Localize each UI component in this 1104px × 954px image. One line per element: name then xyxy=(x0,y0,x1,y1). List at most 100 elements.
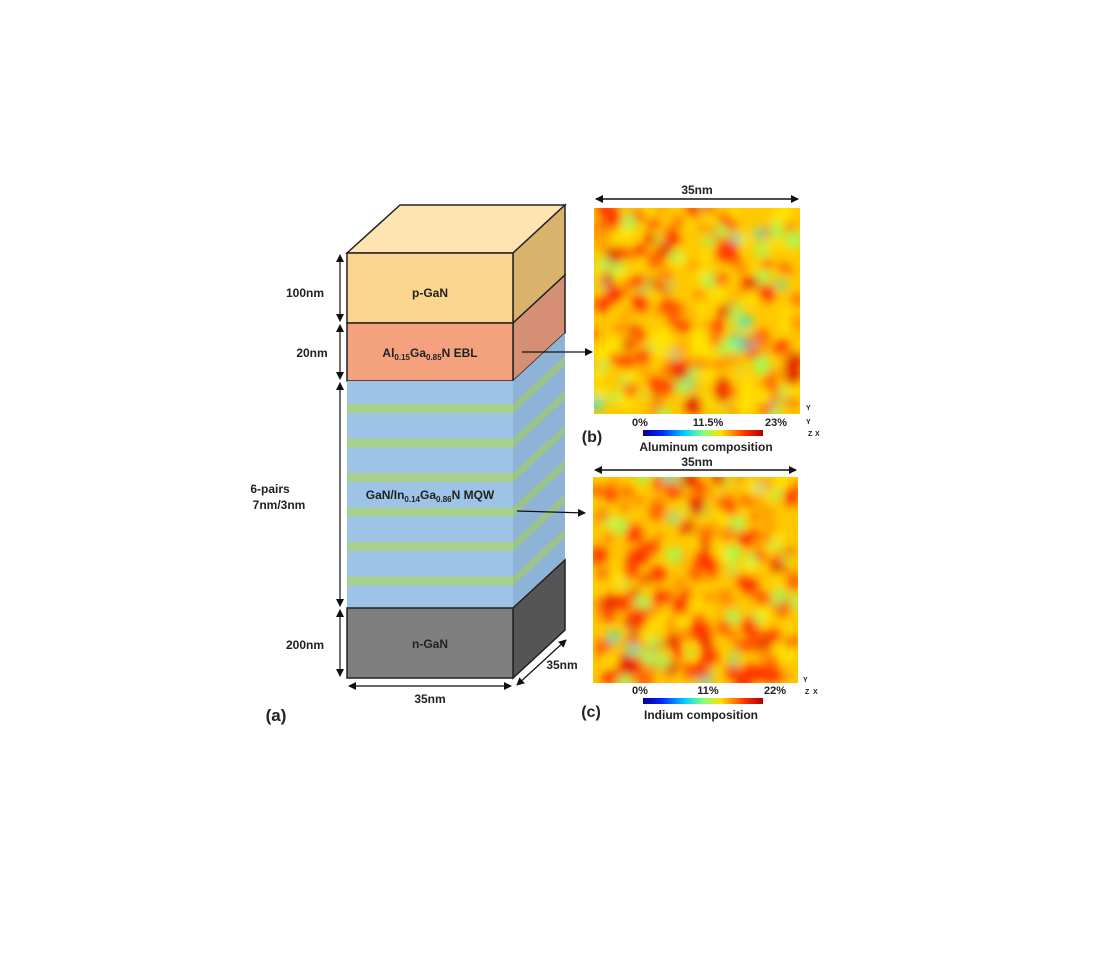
quantum-well-stripe xyxy=(347,438,513,448)
composition-blob xyxy=(608,208,622,221)
composition-blob xyxy=(762,226,772,236)
composition-blob xyxy=(655,533,662,540)
composition-blob xyxy=(774,239,784,248)
aluminum-composition-map xyxy=(594,208,800,414)
composition-blob xyxy=(673,615,689,631)
composition-blob xyxy=(756,270,771,285)
composition-blob xyxy=(767,240,777,250)
layer-stack xyxy=(345,203,567,680)
composition-blob xyxy=(780,318,795,333)
composition-blob xyxy=(725,664,741,679)
n-gan-label: n-GaN xyxy=(412,637,448,651)
composition-blob xyxy=(729,632,737,640)
composition-blob xyxy=(762,544,773,555)
composition-blob xyxy=(770,561,778,569)
composition-blob xyxy=(693,304,708,320)
composition-blob xyxy=(736,507,745,516)
composition-blob xyxy=(700,225,707,232)
composition-blob xyxy=(784,572,798,591)
composition-blob xyxy=(780,310,789,319)
composition-blob xyxy=(778,369,785,376)
colorbar-c-min: 0% xyxy=(632,685,648,697)
composition-blob xyxy=(714,274,727,287)
composition-blob xyxy=(756,562,763,569)
composition-blob xyxy=(741,327,749,335)
composition-blob xyxy=(691,332,707,348)
composition-blob xyxy=(657,406,670,414)
composition-blob xyxy=(626,643,639,656)
composition-blob xyxy=(625,368,640,383)
composition-blob xyxy=(756,483,764,492)
composition-blob xyxy=(699,636,712,649)
composition-blob xyxy=(638,647,647,657)
composition-blob xyxy=(756,627,769,641)
composition-blob xyxy=(598,257,611,270)
composition-blob xyxy=(712,284,729,301)
composition-blob xyxy=(661,380,676,395)
axis-triad-b: Y Y Z X xyxy=(806,405,820,438)
composition-blob xyxy=(765,370,776,381)
composition-blob xyxy=(775,211,783,220)
composition-blob xyxy=(606,338,623,355)
composition-blob xyxy=(780,597,791,608)
composition-blob xyxy=(681,506,688,514)
composition-blob xyxy=(729,320,739,330)
composition-blob xyxy=(696,527,713,544)
composition-blob xyxy=(703,208,716,215)
composition-blob xyxy=(789,595,798,609)
composition-blob xyxy=(597,567,609,579)
composition-blob xyxy=(594,596,606,608)
composition-blob xyxy=(707,569,717,579)
composition-blob xyxy=(730,516,745,532)
composition-blob xyxy=(739,315,753,329)
composition-blob xyxy=(648,504,665,521)
composition-blob xyxy=(604,487,618,502)
quantum-well-side-stripe xyxy=(513,425,565,482)
quantum-well-stripe xyxy=(347,473,513,482)
composition-blob xyxy=(689,309,696,316)
composition-blob xyxy=(665,635,679,648)
composition-blob xyxy=(676,512,685,521)
mqw-layer xyxy=(347,381,513,608)
composition-blob xyxy=(650,613,665,629)
composition-blob xyxy=(606,630,620,644)
composition-blob xyxy=(691,600,704,612)
composition-blob xyxy=(623,382,638,398)
composition-blob xyxy=(753,329,770,346)
composition-blob xyxy=(593,484,602,496)
composition-blob xyxy=(647,251,664,269)
n-gan-thickness: 200nm xyxy=(286,638,324,652)
quantum-well-side-stripe xyxy=(513,528,565,586)
composition-blob xyxy=(766,222,783,239)
svg-text:Y: Y xyxy=(803,677,808,684)
composition-blob xyxy=(740,286,749,295)
colorbar-c-title: Indium composition xyxy=(644,708,758,722)
composition-blob xyxy=(693,662,711,680)
map-c-width-label: 35nm xyxy=(681,455,712,469)
composition-blob xyxy=(594,397,604,412)
composition-blob xyxy=(714,376,726,387)
p-gan-layer xyxy=(346,252,514,324)
composition-blob xyxy=(768,345,777,353)
composition-blob xyxy=(678,318,693,333)
composition-blob xyxy=(715,225,728,238)
composition-blob xyxy=(686,208,704,218)
thickness-arrows xyxy=(336,254,567,690)
composition-blob xyxy=(679,590,691,602)
p-gan-label: p-GaN xyxy=(412,286,448,300)
composition-blob xyxy=(727,564,738,575)
composition-blob xyxy=(650,409,658,414)
composition-blob xyxy=(655,208,662,212)
composition-blob xyxy=(705,556,720,571)
colorbar-b-title: Aluminum composition xyxy=(639,440,772,454)
composition-blob xyxy=(723,351,740,368)
composition-blob xyxy=(700,251,713,264)
quantum-well-side-stripe xyxy=(513,356,565,413)
composition-blob xyxy=(687,517,695,525)
composition-blob xyxy=(701,541,712,552)
composition-blob xyxy=(603,611,615,623)
quantum-well-stripe xyxy=(347,542,513,551)
composition-blob xyxy=(778,532,786,540)
composition-blob xyxy=(594,385,608,399)
